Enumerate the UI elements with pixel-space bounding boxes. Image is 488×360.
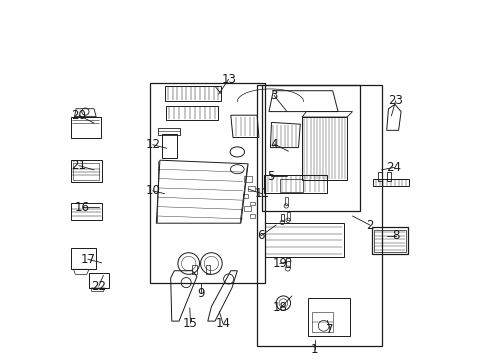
Bar: [249, 202, 254, 205]
Bar: [311, 312, 332, 332]
Bar: [373, 230, 405, 252]
Bar: [73, 163, 99, 180]
Bar: [371, 227, 407, 254]
Bar: [162, 134, 177, 158]
Bar: [244, 206, 250, 211]
Bar: [192, 265, 196, 274]
Bar: [205, 265, 209, 274]
Text: 3: 3: [270, 89, 277, 102]
Text: 8: 8: [391, 229, 399, 242]
Text: 5: 5: [266, 170, 274, 183]
Text: 13: 13: [221, 73, 236, 86]
Bar: [244, 176, 251, 182]
Bar: [71, 203, 102, 220]
Text: 14: 14: [215, 317, 230, 330]
Text: 4: 4: [270, 138, 277, 150]
Bar: [377, 172, 381, 181]
Text: 1: 1: [310, 343, 318, 356]
Bar: [71, 117, 101, 138]
Bar: [247, 186, 254, 191]
Text: 21: 21: [71, 159, 86, 172]
Bar: [302, 117, 346, 180]
Text: 24: 24: [386, 161, 401, 174]
Text: 9: 9: [197, 287, 204, 300]
Bar: [150, 83, 265, 283]
Bar: [71, 248, 96, 269]
Text: 10: 10: [145, 184, 160, 197]
Bar: [280, 214, 284, 221]
Text: 2: 2: [366, 219, 373, 231]
Bar: [286, 212, 289, 220]
Bar: [264, 175, 326, 193]
Text: 23: 23: [387, 94, 402, 107]
Text: 11: 11: [254, 187, 269, 200]
Text: 15: 15: [183, 317, 198, 330]
Bar: [261, 85, 359, 211]
Text: 19: 19: [272, 257, 286, 270]
Bar: [257, 85, 381, 346]
Text: 18: 18: [272, 301, 287, 314]
Text: 22: 22: [91, 280, 106, 293]
Bar: [242, 194, 248, 198]
Text: 7: 7: [326, 323, 333, 336]
Bar: [166, 106, 218, 120]
Text: 6: 6: [257, 229, 264, 242]
Bar: [165, 86, 221, 101]
Bar: [386, 172, 390, 181]
Bar: [285, 258, 289, 267]
Bar: [250, 214, 255, 218]
Bar: [279, 179, 303, 192]
Bar: [89, 273, 108, 288]
Bar: [284, 197, 287, 205]
Bar: [373, 179, 408, 186]
Bar: [158, 128, 180, 135]
Bar: [307, 298, 349, 336]
Text: 17: 17: [80, 253, 95, 266]
Text: 16: 16: [74, 201, 89, 213]
Bar: [264, 223, 343, 257]
Text: 20: 20: [71, 109, 86, 122]
Text: 12: 12: [145, 138, 160, 151]
Bar: [71, 160, 102, 182]
